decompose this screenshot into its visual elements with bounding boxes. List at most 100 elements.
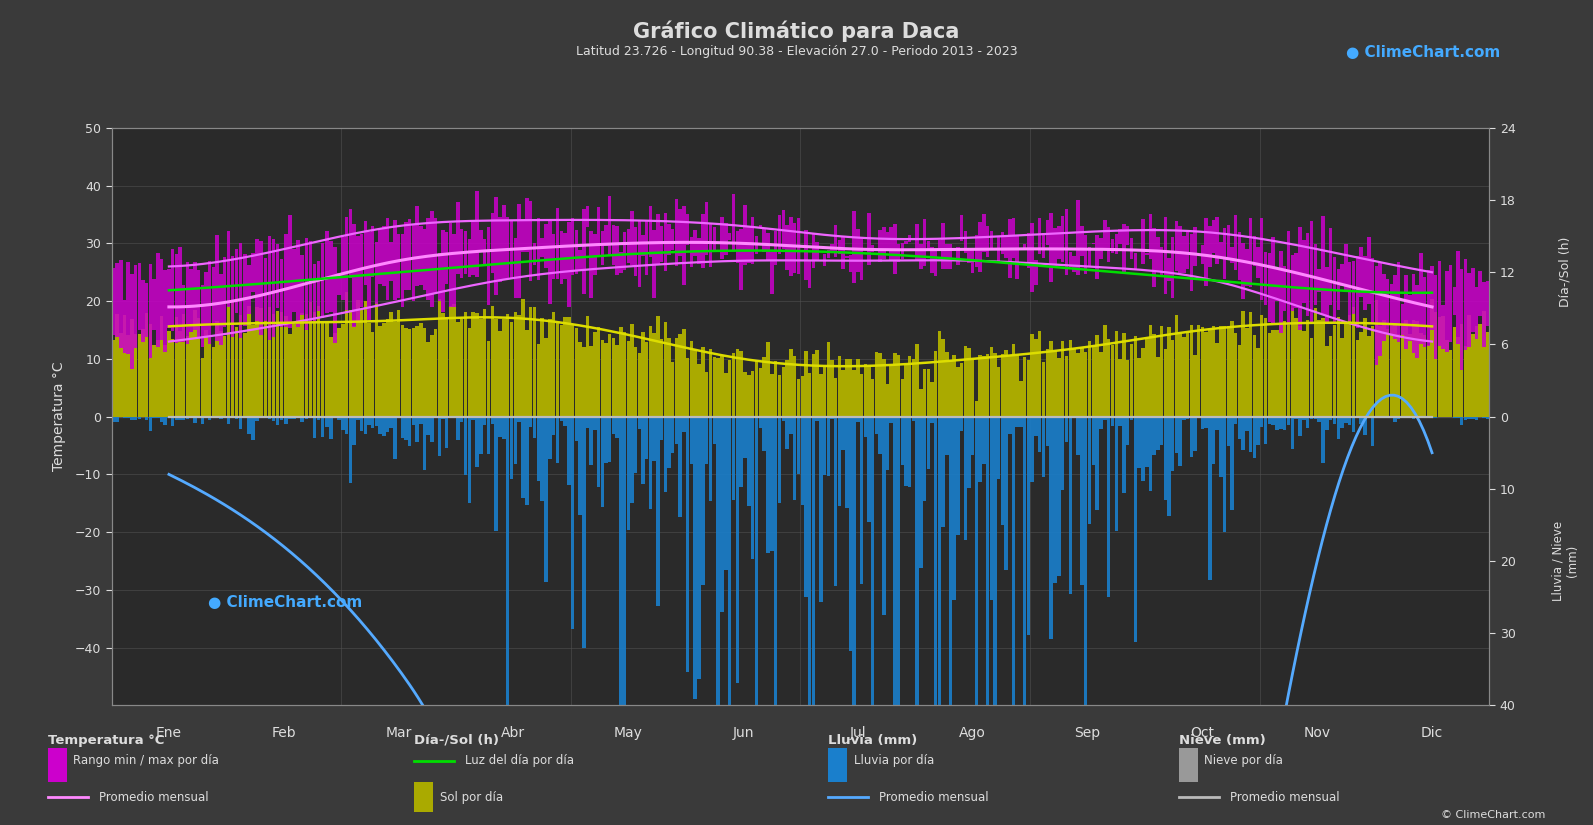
Bar: [997, 367, 1000, 417]
Bar: [1149, 214, 1152, 259]
Bar: [867, 213, 871, 265]
Bar: [1263, 318, 1268, 417]
Bar: [507, 314, 510, 417]
Bar: [1121, 333, 1126, 417]
Bar: [841, 238, 844, 269]
Bar: [793, 223, 796, 272]
Bar: [438, 417, 441, 456]
Bar: [1031, 334, 1034, 417]
Bar: [1481, 311, 1486, 417]
Bar: [1325, 267, 1329, 323]
Bar: [1333, 257, 1337, 322]
Bar: [1157, 237, 1160, 271]
Bar: [532, 307, 537, 417]
Bar: [386, 218, 389, 300]
Bar: [736, 417, 739, 683]
Bar: [1102, 220, 1107, 248]
Bar: [894, 224, 897, 275]
Bar: [1257, 247, 1260, 278]
Bar: [1448, 350, 1453, 417]
Bar: [1026, 233, 1031, 268]
Bar: [112, 268, 115, 335]
Bar: [997, 236, 1000, 263]
Bar: [1045, 417, 1050, 446]
Bar: [1083, 417, 1088, 825]
Bar: [1061, 341, 1064, 417]
Bar: [1227, 326, 1230, 417]
Bar: [483, 238, 486, 266]
Bar: [494, 197, 499, 295]
Bar: [357, 236, 360, 323]
Bar: [156, 340, 159, 417]
Bar: [578, 342, 581, 417]
Bar: [1464, 417, 1467, 420]
Bar: [648, 206, 652, 257]
Bar: [422, 417, 427, 470]
Bar: [393, 322, 397, 417]
Bar: [867, 417, 871, 522]
Bar: [352, 326, 355, 417]
Bar: [1279, 251, 1282, 332]
Bar: [1317, 417, 1321, 422]
Text: Ene: Ene: [156, 726, 182, 739]
Bar: [521, 417, 524, 497]
Bar: [296, 324, 299, 417]
Bar: [545, 417, 548, 582]
Bar: [333, 247, 336, 343]
Bar: [927, 417, 930, 469]
Bar: [682, 205, 685, 285]
Bar: [1179, 333, 1182, 417]
Bar: [1134, 417, 1137, 642]
Bar: [123, 417, 126, 418]
Bar: [296, 240, 299, 327]
Bar: [284, 233, 288, 328]
Bar: [1223, 417, 1227, 532]
Bar: [1317, 269, 1321, 292]
Bar: [812, 355, 816, 417]
Bar: [717, 417, 720, 754]
Bar: [897, 356, 900, 417]
Bar: [284, 316, 288, 417]
Bar: [849, 255, 852, 272]
Bar: [886, 384, 889, 417]
Bar: [645, 342, 648, 417]
Bar: [559, 325, 562, 417]
Bar: [1160, 247, 1163, 275]
Bar: [540, 238, 543, 257]
Bar: [844, 256, 849, 258]
Bar: [1000, 354, 1004, 417]
Bar: [1470, 417, 1475, 419]
Bar: [919, 417, 922, 568]
Bar: [593, 332, 597, 417]
Bar: [1118, 417, 1121, 426]
Bar: [687, 358, 690, 417]
Bar: [521, 299, 524, 417]
Bar: [545, 224, 548, 268]
Bar: [1263, 417, 1268, 445]
Bar: [1249, 417, 1252, 452]
Bar: [1325, 346, 1329, 417]
Bar: [844, 359, 849, 417]
Bar: [1058, 417, 1061, 576]
Bar: [338, 417, 341, 420]
Bar: [1080, 417, 1083, 585]
Bar: [1196, 417, 1201, 418]
Bar: [416, 417, 419, 442]
Bar: [1352, 261, 1356, 314]
Bar: [1193, 228, 1196, 266]
Bar: [612, 417, 615, 434]
Bar: [1378, 262, 1381, 356]
Bar: [255, 307, 258, 417]
Bar: [164, 271, 167, 352]
Bar: [653, 332, 656, 417]
Bar: [986, 226, 989, 257]
Bar: [789, 217, 793, 276]
Bar: [1102, 417, 1107, 420]
Bar: [824, 254, 827, 266]
Bar: [1470, 268, 1475, 332]
Bar: [1411, 274, 1415, 353]
Bar: [513, 238, 518, 299]
Bar: [1405, 320, 1408, 417]
Bar: [1427, 345, 1431, 417]
Bar: [532, 417, 537, 438]
